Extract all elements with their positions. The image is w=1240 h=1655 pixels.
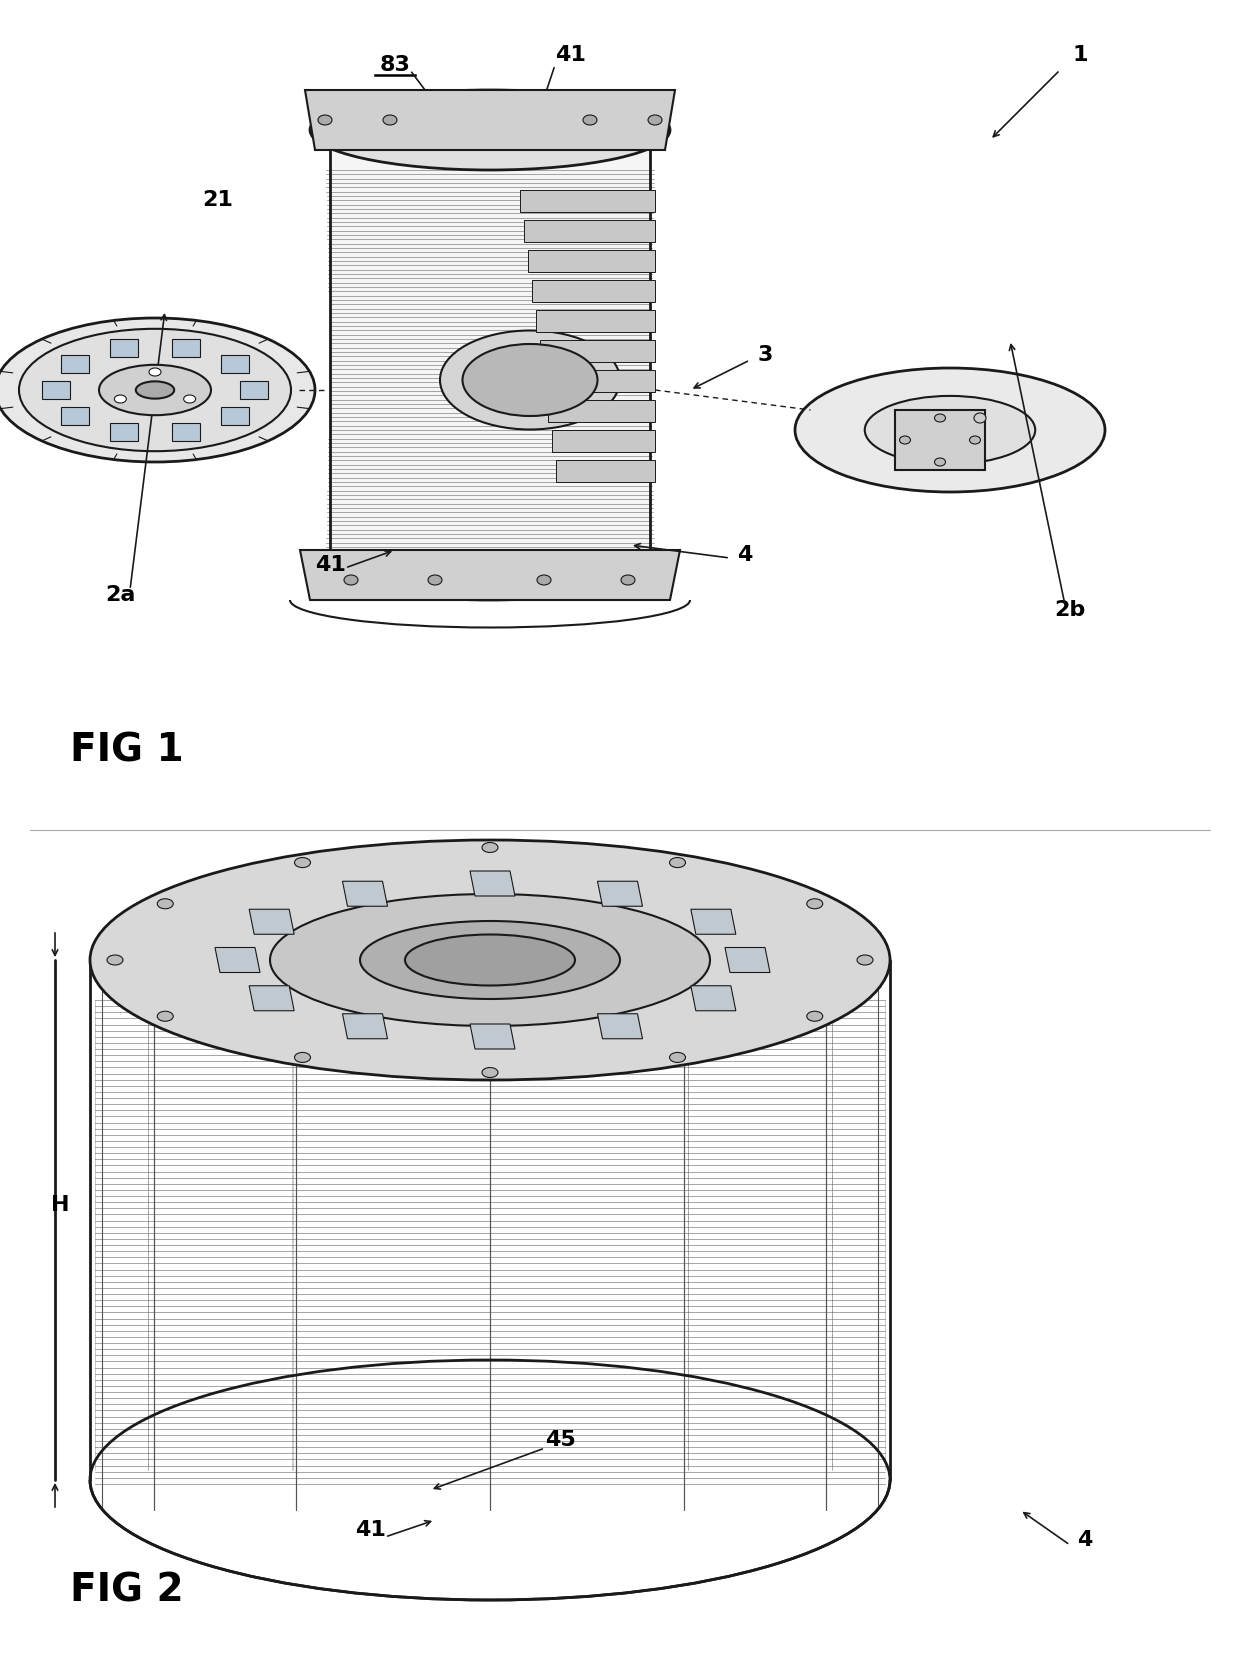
Ellipse shape (405, 935, 575, 985)
Ellipse shape (973, 414, 986, 424)
Ellipse shape (463, 344, 598, 415)
Ellipse shape (440, 331, 620, 430)
Ellipse shape (537, 574, 551, 584)
Polygon shape (171, 339, 200, 356)
Ellipse shape (482, 842, 498, 852)
Text: 41: 41 (315, 554, 346, 574)
Polygon shape (221, 354, 249, 372)
Ellipse shape (136, 381, 174, 399)
Polygon shape (470, 871, 515, 895)
Ellipse shape (621, 574, 635, 584)
Ellipse shape (0, 318, 315, 462)
Ellipse shape (343, 574, 358, 584)
Polygon shape (725, 948, 770, 973)
Ellipse shape (807, 1011, 823, 1021)
Polygon shape (470, 1024, 515, 1049)
Text: 1: 1 (1073, 45, 1087, 65)
Polygon shape (556, 460, 655, 482)
Polygon shape (249, 909, 294, 935)
Ellipse shape (310, 89, 670, 170)
Polygon shape (548, 401, 655, 422)
Polygon shape (342, 880, 387, 907)
Polygon shape (520, 190, 655, 212)
Text: 2b: 2b (1054, 601, 1086, 621)
Polygon shape (532, 280, 655, 301)
Ellipse shape (149, 367, 161, 376)
Ellipse shape (807, 899, 823, 909)
Text: 45: 45 (544, 1430, 575, 1450)
Ellipse shape (157, 1011, 174, 1021)
Ellipse shape (99, 364, 211, 415)
Text: 32: 32 (485, 880, 516, 900)
Text: H: H (51, 1195, 69, 1215)
Polygon shape (539, 339, 655, 362)
Text: 21: 21 (202, 190, 233, 210)
Polygon shape (536, 309, 655, 333)
Polygon shape (61, 354, 89, 372)
Text: 3: 3 (347, 885, 362, 905)
Text: 4: 4 (738, 544, 753, 564)
Polygon shape (528, 250, 655, 271)
Ellipse shape (184, 396, 196, 404)
Text: 41: 41 (554, 45, 585, 65)
Polygon shape (249, 986, 294, 1011)
Polygon shape (691, 909, 735, 935)
Ellipse shape (583, 114, 596, 126)
Ellipse shape (91, 841, 890, 1081)
Ellipse shape (317, 114, 332, 126)
Text: 41: 41 (355, 1519, 386, 1541)
Polygon shape (110, 339, 139, 356)
Ellipse shape (383, 114, 397, 126)
Text: 5: 5 (185, 930, 201, 950)
Polygon shape (895, 410, 985, 470)
Ellipse shape (157, 899, 174, 909)
Ellipse shape (935, 414, 945, 422)
Polygon shape (300, 549, 680, 601)
Ellipse shape (428, 574, 441, 584)
Ellipse shape (270, 894, 711, 1026)
Polygon shape (221, 407, 249, 425)
Ellipse shape (114, 396, 126, 404)
Polygon shape (305, 89, 675, 151)
Text: 4: 4 (1078, 1529, 1092, 1551)
Ellipse shape (294, 857, 310, 867)
Polygon shape (342, 1015, 388, 1039)
Ellipse shape (670, 1053, 686, 1063)
Ellipse shape (670, 857, 686, 867)
Polygon shape (552, 430, 655, 452)
Ellipse shape (19, 329, 291, 452)
Ellipse shape (795, 367, 1105, 492)
Polygon shape (598, 1015, 642, 1039)
Polygon shape (525, 220, 655, 242)
Polygon shape (241, 381, 268, 399)
Ellipse shape (295, 1053, 310, 1063)
Ellipse shape (970, 435, 981, 444)
Polygon shape (598, 880, 642, 907)
Polygon shape (110, 424, 139, 442)
Polygon shape (61, 407, 89, 425)
Ellipse shape (107, 955, 123, 965)
Ellipse shape (360, 920, 620, 1000)
Text: FIG 2: FIG 2 (69, 1571, 184, 1609)
Polygon shape (215, 948, 260, 973)
Polygon shape (544, 371, 655, 392)
Text: 2a: 2a (105, 584, 135, 606)
Ellipse shape (935, 458, 945, 467)
Ellipse shape (649, 114, 662, 126)
Polygon shape (42, 381, 69, 399)
Ellipse shape (864, 396, 1035, 463)
Text: 3: 3 (758, 344, 773, 366)
Ellipse shape (857, 955, 873, 965)
Polygon shape (171, 424, 200, 442)
Polygon shape (330, 131, 650, 559)
Text: 83: 83 (379, 55, 410, 74)
Ellipse shape (482, 1067, 498, 1077)
Text: FIG 1: FIG 1 (69, 732, 184, 770)
Ellipse shape (899, 435, 910, 444)
Polygon shape (691, 986, 735, 1011)
